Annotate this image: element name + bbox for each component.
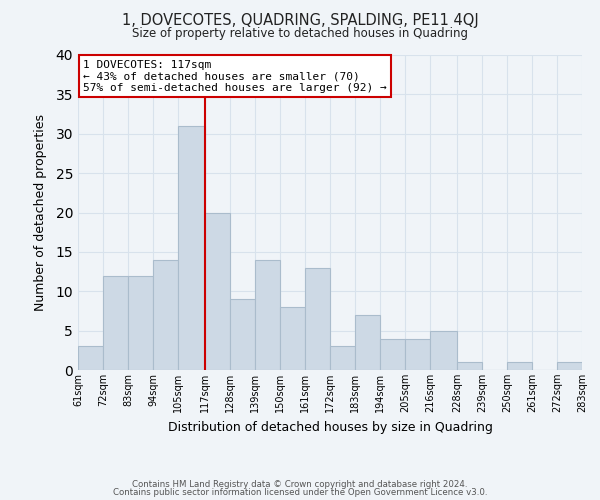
- Bar: [178, 126, 205, 370]
- Bar: [78, 346, 103, 370]
- Bar: [405, 338, 430, 370]
- Bar: [305, 268, 330, 370]
- Text: 1, DOVECOTES, QUADRING, SPALDING, PE11 4QJ: 1, DOVECOTES, QUADRING, SPALDING, PE11 4…: [122, 12, 478, 28]
- Text: Size of property relative to detached houses in Quadring: Size of property relative to detached ho…: [132, 28, 468, 40]
- X-axis label: Distribution of detached houses by size in Quadring: Distribution of detached houses by size …: [167, 420, 493, 434]
- Bar: [507, 362, 532, 370]
- Bar: [205, 212, 230, 370]
- Bar: [128, 276, 153, 370]
- Bar: [153, 260, 178, 370]
- Bar: [380, 338, 405, 370]
- Text: Contains public sector information licensed under the Open Government Licence v3: Contains public sector information licen…: [113, 488, 487, 497]
- Y-axis label: Number of detached properties: Number of detached properties: [34, 114, 47, 311]
- Text: Contains HM Land Registry data © Crown copyright and database right 2024.: Contains HM Land Registry data © Crown c…: [132, 480, 468, 489]
- Text: 1 DOVECOTES: 117sqm
← 43% of detached houses are smaller (70)
57% of semi-detach: 1 DOVECOTES: 117sqm ← 43% of detached ho…: [83, 60, 387, 93]
- Bar: [355, 315, 380, 370]
- Bar: [557, 362, 582, 370]
- Bar: [103, 276, 128, 370]
- Bar: [430, 330, 457, 370]
- Bar: [280, 307, 305, 370]
- Bar: [230, 299, 255, 370]
- Bar: [255, 260, 280, 370]
- Bar: [330, 346, 355, 370]
- Bar: [457, 362, 482, 370]
